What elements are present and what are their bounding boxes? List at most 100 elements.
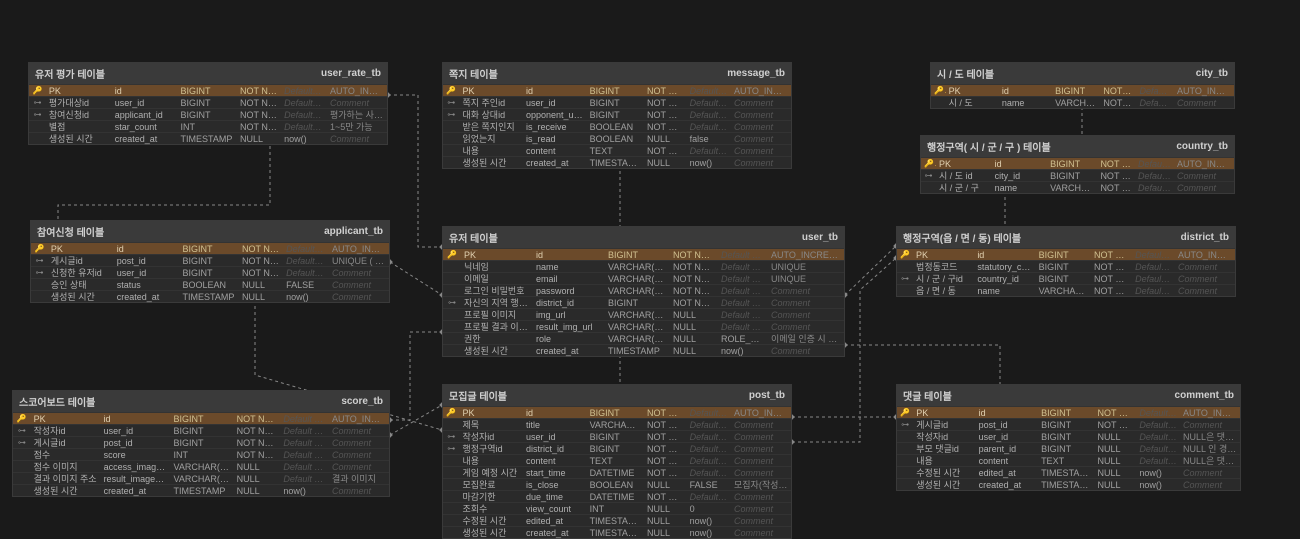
table-header[interactable]: 쪽지 테이블message_tb	[443, 63, 791, 84]
table-column-row[interactable]: 부모 댓글idparent_idBIGINTNULLDefault valueN…	[897, 442, 1240, 454]
fk-icon: ⊶	[29, 97, 46, 109]
table-pk-row[interactable]: 🔑PKidBIGINTNOT NULLDefault valueAUTO_INC…	[13, 412, 389, 424]
table-column-row[interactable]: ⊶게시글idpost_idBIGINTNOT NULLDefault value…	[897, 418, 1240, 430]
table-column-row[interactable]: ⊶자신의 지역 행정구역iddistrict_idBIGINTNOT NULLD…	[443, 296, 844, 308]
table-column-row[interactable]: 승인 상태statusBOOLEANNULLFALSEComment	[31, 278, 389, 290]
table-pk-row[interactable]: 🔑PKidBIGINTNOT NULLDefault valueAUTO_INC…	[443, 248, 844, 260]
table-pk-row[interactable]: 🔑PKidBIGINTNOT NULLDefault valueAUTO_INC…	[897, 406, 1240, 418]
column-default: Default value	[283, 243, 329, 255]
table-header[interactable]: 참여신청 테이블applicant_tb	[31, 221, 389, 242]
erd-table-district_tb[interactable]: 행정구역(읍 / 면 / 동) 테이블district_tb🔑PKidBIGIN…	[896, 226, 1236, 297]
column-type: VARCHAR( 100)	[171, 473, 234, 485]
table-column-row[interactable]: 시 / 도nameVARCHAR(50)NOT NULLDefault valu…	[931, 96, 1234, 108]
table-column-row[interactable]: 생성된 시간created_atTIMESTAMPNULLnow()Commen…	[443, 526, 791, 538]
table-column-row[interactable]: ⊶평가대상iduser_idBIGINTNOT NULLDefault valu…	[29, 96, 387, 108]
table-column-row[interactable]: 시 / 군 / 구nameVARCHAR(50)NOT NULLDefault …	[921, 181, 1234, 193]
table-column-row[interactable]: ⊶시 / 군 / 구idcountry_idBIGINTNOT NULLDefa…	[897, 272, 1235, 284]
column-default: now()	[687, 527, 731, 539]
table-column-row[interactable]: 수정된 시간edited_atTIMESTAMPNULLnow()Comment	[897, 466, 1240, 478]
table-column-row[interactable]: ⊶작성자iduser_idBIGINTNOT NULLDefault value…	[13, 424, 389, 436]
table-column-row[interactable]: 제목titleVARCHAR(100)NOT NULLDefault value…	[443, 418, 791, 430]
table-column-row[interactable]: 작성자iduser_idBIGINTNULLDefault valueNULL은…	[897, 430, 1240, 442]
table-column-row[interactable]: 생성된 시간created_atTIMESTAMPNULLnow()Commen…	[29, 132, 387, 144]
table-pk-row[interactable]: 🔑PKidBIGINTNOT NULLDefault valueAUTO_INC…	[931, 84, 1234, 96]
table-header[interactable]: 시 / 도 테이블city_tb	[931, 63, 1234, 84]
erd-table-city_tb[interactable]: 시 / 도 테이블city_tb🔑PKidBIGINTNOT NULLDefau…	[930, 62, 1235, 109]
table-pk-row[interactable]: 🔑PKidBIGINTNOT NULLDefault valueAUTO_INC…	[443, 84, 791, 96]
table-header[interactable]: 행정구역(읍 / 면 / 동) 테이블district_tb	[897, 227, 1235, 248]
column-type: VARCHAR(20)	[605, 261, 670, 273]
column-physical-name: id	[992, 158, 1048, 170]
table-column-row[interactable]: 게임 예정 시간start_timeDATETIMENOT NULLDefaul…	[443, 466, 791, 478]
table-column-row[interactable]: ⊶대화 상대idopponent_user_idBIGINTNOT NULLDe…	[443, 108, 791, 120]
column-logical-name: 자신의 지역 행정구역id	[461, 297, 533, 309]
column-nullability: NOT NULL	[644, 491, 687, 503]
table-column-row[interactable]: 내용contentTEXTNULLDefault valueNULL은 댓글 삭…	[897, 454, 1240, 466]
table-header[interactable]: 댓글 테이블comment_tb	[897, 385, 1240, 406]
table-title-logical: 댓글 테이블	[903, 388, 952, 403]
table-column-row[interactable]: ⊶시 / 도 idcity_idBIGINTNOT NULLDefault va…	[921, 169, 1234, 181]
table-column-row[interactable]: 프로필 결과 이미지result_img_urlVARCHAR(100)NULL…	[443, 320, 844, 332]
column-type: TIMESTAMP	[171, 485, 234, 497]
table-pk-row[interactable]: 🔑PKidBIGINTNOT NULLDefault valueAUTO_INC…	[443, 406, 791, 418]
table-column-row[interactable]: ⊶작성자iduser_idBIGINTNOT NULLDefault value…	[443, 430, 791, 442]
table-column-row[interactable]: 읽었는지is_readBOOLEANNULLfalseComment	[443, 132, 791, 144]
table-column-row[interactable]: ⊶게시글idpost_idBIGINTNOT NULLDefault value…	[31, 254, 389, 266]
table-header[interactable]: 모집글 테이블post_tb	[443, 385, 791, 406]
table-column-row[interactable]: 별점star_countINTNOT NULLDefault value1~5만…	[29, 120, 387, 132]
table-column-row[interactable]: 생성된 시간created_atTIMESTAMPNULLnow()Commen…	[31, 290, 389, 302]
table-header[interactable]: 스코어보드 테이블score_tb	[13, 391, 389, 412]
table-column-row[interactable]: 법정동코드statutory_codeBIGINTNOT NULLDefault…	[897, 260, 1235, 272]
erd-table-user_tb[interactable]: 유저 테이블user_tb🔑PKidBIGINTNOT NULLDefault …	[442, 226, 845, 357]
table-column-row[interactable]: ⊶신청한 유저iduser_idBIGINTNOT NULLDefault va…	[31, 266, 389, 278]
table-column-row[interactable]: 읍 / 면 / 동nameVARCHAR(50)NOT NULLDefault …	[897, 284, 1235, 296]
table-column-row[interactable]: 이메일emailVARCHAR(100)NOT NULLDefault valu…	[443, 272, 844, 284]
table-header[interactable]: 행정구역( 시 / 군 / 구 ) 테이블country_tb	[921, 136, 1234, 157]
table-column-row[interactable]: ⊶쪽지 주인iduser_idBIGINTNOT NULLDefault val…	[443, 96, 791, 108]
table-pk-row[interactable]: 🔑PKidBIGINTNOT NULLDefault valueAUTO_INC…	[921, 157, 1234, 169]
table-column-row[interactable]: ⊶행정구역iddistrict_idBIGINTNOT NULLDefault …	[443, 442, 791, 454]
table-header[interactable]: 유저 평가 테이블user_rate_tb	[29, 63, 387, 84]
column-comment: Comment	[731, 527, 791, 539]
table-column-row[interactable]: 내용contentTEXTNOT NULLDefault valueCommen…	[443, 454, 791, 466]
erd-table-score_tb[interactable]: 스코어보드 테이블score_tb🔑PKidBIGINTNOT NULLDefa…	[12, 390, 390, 497]
erd-table-applicant_tb[interactable]: 참여신청 테이블applicant_tb🔑PKidBIGINTNOT NULLD…	[30, 220, 390, 303]
erd-table-country_tb[interactable]: 행정구역( 시 / 군 / 구 ) 테이블country_tb🔑PKidBIGI…	[920, 135, 1235, 194]
erd-table-comment_tb[interactable]: 댓글 테이블comment_tb🔑PKidBIGINTNOT NULLDefau…	[896, 384, 1241, 491]
erd-table-message_tb[interactable]: 쪽지 테이블message_tb🔑PKidBIGINTNOT NULLDefau…	[442, 62, 792, 169]
table-column-row[interactable]: 로그인 비밀번호passwordVARCHAR(100)NOT NULLDefa…	[443, 284, 844, 296]
table-column-row[interactable]: 점수scoreINTNOT NULLDefault valueComment	[13, 448, 389, 460]
table-column-row[interactable]: 수정된 시간edited_atTIMESTAMPNULLnow()Comment	[443, 514, 791, 526]
table-column-row[interactable]: 모집완료is_closeBOOLEANNULLFALSE모집자(작성자)가 조작	[443, 478, 791, 490]
column-nullability: NULL	[1094, 455, 1136, 467]
table-column-row[interactable]: 권한roleVARCHAR(50)NULLROLE_PENDING이메일 인증 …	[443, 332, 844, 344]
column-comment: Comment	[768, 321, 844, 333]
table-column-row[interactable]: 받은 쪽지인지is_receiveBOOLEANNOT NULLDefault …	[443, 120, 791, 132]
table-column-row[interactable]: 조회수view_countINTNULL0Comment	[443, 502, 791, 514]
column-comment: 1~5만 가능	[327, 121, 387, 133]
table-column-row[interactable]: 결과 이미지 주소result_image_urlVARCHAR( 100)NU…	[13, 472, 389, 484]
erd-table-post_tb[interactable]: 모집글 테이블post_tb🔑PKidBIGINTNOT NULLDefault…	[442, 384, 792, 539]
table-column-row[interactable]: 생성된 시간created_atTIMESTAMPNULLnow()Commen…	[897, 478, 1240, 490]
table-column-row[interactable]: 마감기한due_timeDATETIMENOT NULLDefault valu…	[443, 490, 791, 502]
table-column-row[interactable]: 프로필 이미지img_urlVARCHAR(200)NULLDefault va…	[443, 308, 844, 320]
table-column-row[interactable]: 점수 이미지access_image_urlVARCHAR(200)NULLDe…	[13, 460, 389, 472]
table-column-row[interactable]: ⊶참여신청idapplicant_idBIGINTNOT NULLDefault…	[29, 108, 387, 120]
column-nullability: NULL	[234, 461, 281, 473]
table-column-row[interactable]: 생성된 시간created_atTIMESTAMPNULLnow()Commen…	[13, 484, 389, 496]
table-column-row[interactable]: 닉네임nameVARCHAR(20)NOT NULLDefault valueU…	[443, 260, 844, 272]
table-pk-row[interactable]: 🔑PKidBIGINTNOT NULLDefault valueAUTO_INC…	[29, 84, 387, 96]
key-icon: 🔑	[13, 413, 31, 425]
column-logical-name: 읽었는지	[459, 133, 523, 145]
erd-table-user_rate_tb[interactable]: 유저 평가 테이블user_rate_tb🔑PKidBIGINTNOT NULL…	[28, 62, 388, 145]
table-header[interactable]: 유저 테이블user_tb	[443, 227, 844, 248]
table-column-row[interactable]: 생성된 시간created_atTIMESTAMPNULLnow()Commen…	[443, 156, 791, 168]
table-pk-row[interactable]: 🔑PKidBIGINTNOT NULLDefault valueAUTO_INC…	[31, 242, 389, 254]
table-column-row[interactable]: 생성된 시간created_atTIMESTAMPNULLnow()Commen…	[443, 344, 844, 356]
table-column-row[interactable]: 내용contentTEXTNOT NULLDefault valueCommen…	[443, 144, 791, 156]
table-pk-row[interactable]: 🔑PKidBIGINTNOT NULLDefault valueAUTO_INC…	[897, 248, 1235, 260]
column-default: Default value	[687, 97, 731, 109]
column-comment: Comment	[768, 297, 844, 309]
column-physical-name: post_id	[114, 255, 180, 267]
table-column-row[interactable]: ⊶게시글idpost_idBIGINTNOT NULLDefault value…	[13, 436, 389, 448]
